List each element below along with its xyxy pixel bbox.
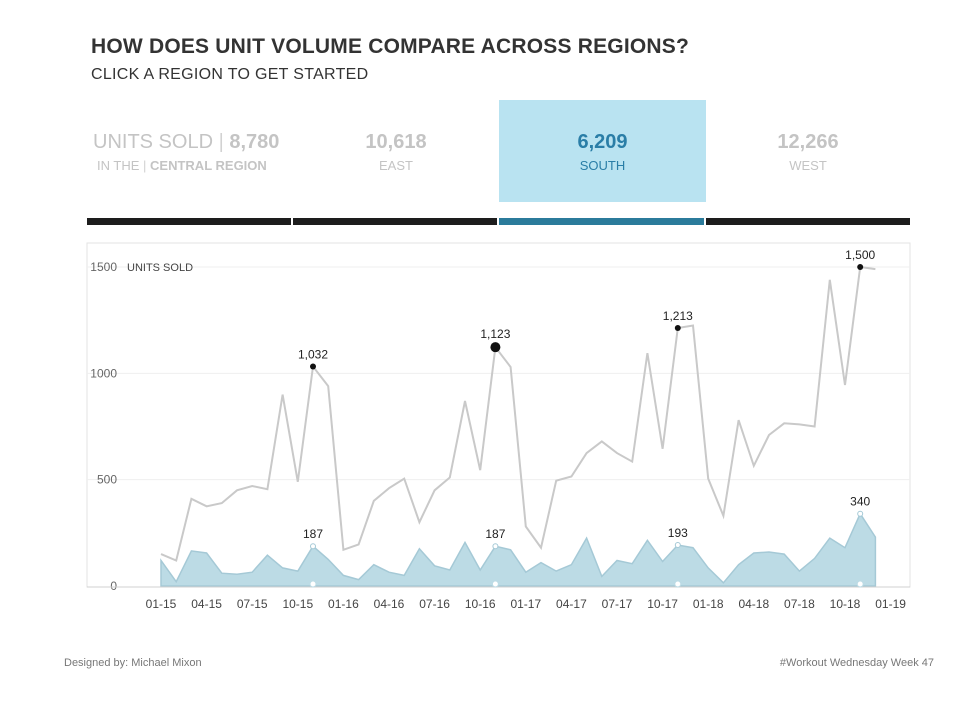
south-data-label: 193 (668, 526, 688, 540)
total-marker (857, 264, 864, 270)
region-bar-west[interactable] (706, 218, 910, 225)
x-tick-label: 10-16 (465, 597, 496, 611)
kpi-east-value: 10,618 (365, 131, 427, 153)
region-bar-east[interactable] (293, 218, 497, 225)
total-data-label: 1,032 (298, 348, 328, 362)
x-tick-label: 07-18 (784, 597, 815, 611)
south-data-label: 187 (303, 527, 323, 541)
kpi-central-label: IN THE | CENTRAL REGION (97, 158, 267, 173)
south-base-marker (674, 580, 682, 588)
y-axis-title: UNITS SOLD (127, 262, 193, 274)
x-tick-label: 07-15 (237, 597, 268, 611)
kpi-south[interactable]: 6,209 SOUTH (499, 100, 706, 202)
footer-tag: #Workout Wednesday Week 47 (779, 657, 934, 669)
total-data-label: 1,500 (845, 248, 875, 262)
x-tick-label: 07-17 (602, 597, 633, 611)
x-tick-label: 10-18 (830, 597, 861, 611)
kpi-east-label: EAST (379, 158, 413, 173)
kpi-south-label: SOUTH (579, 158, 626, 173)
page-subtitle: CLICK A REGION TO GET STARTED (91, 66, 369, 83)
kpi-east[interactable]: 10,618 EAST (293, 100, 499, 202)
south-data-label: 340 (850, 495, 870, 509)
south-marker (674, 541, 681, 548)
x-tick-label: 04-17 (556, 597, 587, 611)
south-data-label: 187 (485, 527, 505, 541)
total-data-label: 1,213 (663, 309, 693, 323)
total-marker (674, 325, 681, 332)
x-tick-label: 10-17 (647, 597, 678, 611)
y-tick-label: 500 (97, 473, 117, 487)
kpi-west-value: 12,266 (777, 131, 839, 153)
south-marker (857, 510, 864, 517)
south-area (160, 512, 877, 587)
x-tick-label: 04-16 (374, 597, 405, 611)
kpi-central-value: UNITS SOLD | 8,780 (93, 131, 280, 153)
total-line (160, 265, 876, 562)
total-marker (490, 342, 501, 353)
kpi-west-label: WEST (789, 158, 827, 173)
footer-credit: Designed by: Michael Mixon (64, 657, 202, 669)
kpi-central[interactable]: UNITS SOLD | 8,780 IN THE | CENTRAL REGI… (87, 100, 293, 202)
x-tick-label: 01-15 (146, 597, 177, 611)
kpi-south-value: 6,209 (577, 131, 628, 153)
south-base-marker (491, 580, 499, 588)
x-tick-label: 04-18 (738, 597, 769, 611)
south-base-marker (856, 580, 864, 588)
total-marker (310, 363, 316, 370)
y-tick-label: 0 (110, 579, 117, 593)
page-title: HOW DOES UNIT VOLUME COMPARE ACROSS REGI… (91, 35, 689, 58)
region-selector: UNITS SOLD | 8,780 IN THE | CENTRAL REGI… (87, 100, 910, 202)
south-base-marker (309, 580, 317, 588)
x-tick-label: 04-15 (191, 597, 222, 611)
total-data-label: 1,123 (480, 327, 510, 341)
y-tick-label: 1000 (90, 366, 117, 380)
x-tick-label: 10-15 (282, 597, 313, 611)
region-bar-south[interactable] (499, 218, 704, 225)
x-tick-label: 01-19 (875, 597, 906, 611)
x-tick-label: 01-16 (328, 597, 359, 611)
kpi-west[interactable]: 12,266 WEST (706, 100, 910, 202)
y-tick-label: 1500 (90, 260, 117, 274)
x-tick-label: 01-17 (510, 597, 541, 611)
x-tick-label: 07-16 (419, 597, 450, 611)
south-marker (492, 543, 499, 550)
south-marker (310, 543, 316, 550)
region-bar-central[interactable] (87, 218, 291, 225)
x-tick-label: 01-18 (693, 597, 724, 611)
